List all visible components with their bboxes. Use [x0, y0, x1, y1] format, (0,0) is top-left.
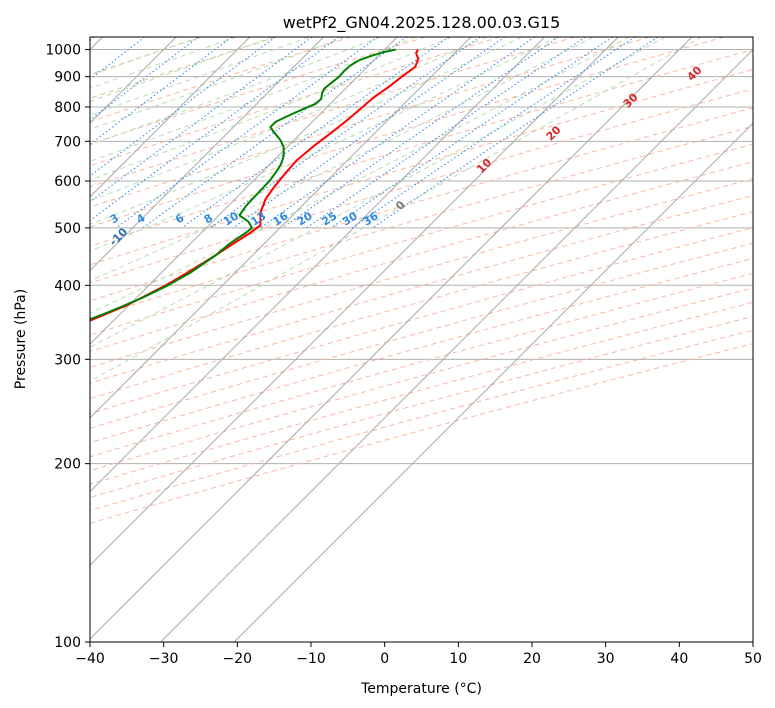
y-tick-label: 100 — [54, 635, 81, 651]
dry-adiabat — [90, 37, 725, 228]
mixing-ratio-line — [259, 37, 535, 229]
dry-adiabat — [90, 301, 753, 485]
y-tick-label: 600 — [54, 174, 81, 190]
mixing-ratio-line — [232, 37, 506, 229]
mixing-ratio-line — [181, 37, 450, 229]
y-tick-label: 800 — [54, 100, 81, 116]
x-axis-title: Temperature (°C) — [360, 681, 482, 697]
x-tick-label: 10 — [449, 651, 467, 667]
dry-adiabat — [90, 257, 753, 444]
moist-adiabat — [90, 37, 237, 89]
x-tick-label: 40 — [670, 651, 688, 667]
mixing-ratio-line — [90, 37, 339, 222]
mixing-ratio-line — [142, 37, 408, 229]
mixing-ratio-line — [209, 37, 481, 229]
isotherm — [233, 122, 753, 642]
x-tick-label: −40 — [75, 651, 105, 667]
plot-frame — [89, 36, 754, 643]
y-axis-title: Pressure (hPa) — [13, 289, 29, 389]
mixing-ratio-line — [115, 37, 379, 229]
moist-adiabat — [90, 37, 594, 282]
x-tick-label: −10 — [296, 651, 326, 667]
mixing-ratio-line — [351, 37, 636, 229]
y-tick-label: 700 — [54, 134, 81, 150]
y-tick-label: 200 — [54, 457, 81, 473]
dry-adiabat — [90, 242, 753, 429]
mixing-ratio-line — [282, 37, 560, 229]
profile-layer — [90, 48, 420, 322]
x-tick-label: 50 — [744, 651, 762, 667]
isotherm — [90, 37, 619, 566]
moist-adiabat — [90, 37, 558, 252]
x-tick-label: 30 — [597, 651, 615, 667]
moist-adiabat — [90, 37, 523, 225]
x-tick-label: 20 — [523, 651, 541, 667]
isotherm — [90, 37, 251, 198]
dry-adiabat — [90, 194, 753, 384]
y-tick-label: 300 — [54, 352, 81, 368]
isotherm — [90, 37, 545, 493]
dry-adiabat — [90, 329, 753, 512]
axes: −40 −30 −20 −10 0 10 20 30 40 50 100 200 300 400 500 60… — [45, 43, 762, 667]
moist-adiabat — [90, 37, 273, 102]
y-tick-label: 500 — [54, 221, 81, 237]
background-lines — [90, 37, 753, 642]
isotherm — [90, 37, 693, 640]
y-tick-label: 1000 — [45, 43, 81, 59]
moist-adiabat — [90, 37, 345, 130]
moist-adiabat — [90, 37, 702, 382]
dry-adiabat — [90, 178, 753, 369]
chart-title: wetPf2_GN04.2025.128.00.03.G15 — [283, 13, 561, 33]
mixing-ratio-line — [372, 37, 659, 229]
dry-adiabat — [90, 49, 753, 247]
y-tick-label: 900 — [54, 70, 81, 86]
isotherm — [90, 37, 398, 345]
mixing-ratio-line — [90, 37, 199, 121]
isotherm — [90, 37, 472, 419]
dry-adiabat — [90, 37, 650, 208]
moist-adiabat — [90, 37, 452, 181]
isotherm — [90, 37, 324, 272]
isotherm — [160, 48, 753, 642]
dewpoint-profile — [90, 48, 396, 321]
x-tick-label: −30 — [149, 651, 179, 667]
y-tick-label: 400 — [54, 278, 81, 294]
dry-adiabat — [90, 287, 753, 472]
dry-adiabat — [90, 125, 753, 319]
x-tick-label: 0 — [380, 651, 389, 667]
mixing-ratio-line — [90, 37, 232, 146]
moist-adiabat — [90, 37, 381, 146]
x-tick-label: −20 — [223, 651, 253, 667]
